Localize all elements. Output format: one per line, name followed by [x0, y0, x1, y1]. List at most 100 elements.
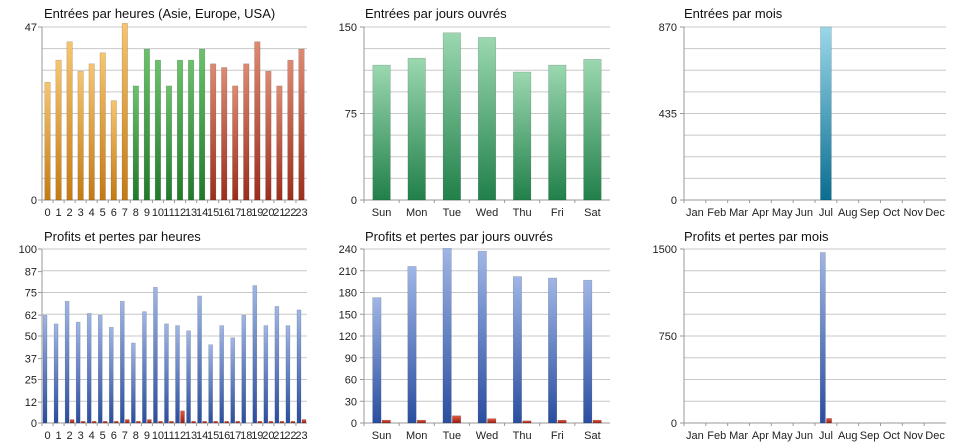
entries-months-x-tick: Jul: [819, 207, 833, 219]
entries-weekdays-x-tick: Wed: [476, 207, 498, 219]
pnl-months-y-tick: 0: [671, 418, 677, 430]
pnl-weekdays-x-tick: Wed: [476, 430, 498, 442]
entries-hours-x-tick: 23: [295, 207, 307, 219]
pnl-months-x-tick: Feb: [707, 430, 726, 442]
entries-hours-x-tick: 20: [262, 207, 274, 219]
entries-months-y-tick: 870: [659, 22, 677, 34]
pnl-weekdays-y-tick: 30: [345, 396, 357, 408]
entries-hours-bar-entrées-14: [199, 48, 206, 201]
pnl-weekdays-bar-profits-Thu: [512, 276, 522, 424]
pnl-hours-bar-profits-4: [86, 313, 92, 424]
pnl-weekdays-bar-pertes-Sat: [592, 419, 602, 424]
pnl-months-y-tick: 1500: [653, 244, 677, 256]
pnl-hours-x-tick: 18: [240, 430, 252, 442]
entries-hours-bar-entrées-21: [276, 85, 283, 201]
pnl-weekdays-x-tick: Sat: [584, 430, 601, 442]
pnl-hours-bar-profits-9: [142, 311, 147, 424]
entries-hours-bar-entrées-22: [287, 59, 294, 201]
entries-hours-bar-entrées-13: [188, 59, 195, 201]
pnl-weekdays-y-tick: 90: [345, 353, 357, 365]
pnl-hours-x-tick: 5: [100, 430, 106, 442]
pnl-hours-y-tick: 87: [25, 267, 37, 279]
entries-hours-x-tick: 21: [273, 207, 285, 219]
entries-hours-bar-entrées-0: [44, 81, 51, 201]
entries-weekdays-title: Entrées par jours ouvrés: [365, 6, 507, 21]
pnl-hours-bar-profits-20: [263, 325, 269, 424]
pnl-weekdays-y-tick: 150: [339, 309, 357, 321]
pnl-hours-bar-pertes-7: [125, 419, 130, 424]
entries-hours-x-tick: 19: [251, 207, 263, 219]
entries-weekdays-x-tick: Thu: [513, 207, 532, 219]
entries-months-x-tick: Apr: [752, 207, 769, 219]
pnl-months-bar-pertes-Jul: [826, 418, 832, 424]
entries-weekdays-bar-entrées-Mon: [407, 57, 426, 201]
entries-months-x-tick: Jun: [795, 207, 813, 219]
entries-hours-x-tick: 11: [163, 207, 174, 219]
pnl-hours-bar-profits-13: [186, 330, 191, 424]
pnl-hours-x-tick: 20: [262, 430, 274, 442]
pnl-hours-bar-profits-21: [274, 306, 280, 424]
entries-months-x-tick: Jan: [686, 207, 704, 219]
pnl-hours-bar-pertes-8: [136, 421, 141, 424]
pnl-weekdays-bar-profits-Mon: [407, 266, 417, 424]
entries-hours-bar-entrées-2: [66, 41, 73, 201]
entries-hours-x-tick: 22: [284, 207, 296, 219]
pnl-hours-y-tick: 37: [25, 354, 37, 366]
entries-weekdays-y-tick: 75: [345, 109, 357, 121]
pnl-hours-bar-pertes-9: [147, 419, 152, 424]
pnl-months-x-tick: Oct: [883, 430, 900, 442]
entries-hours-bar-entrées-8: [132, 85, 139, 201]
entries-hours-bar-entrées-23: [298, 48, 305, 201]
entries-hours-bar-entrées-6: [110, 100, 117, 201]
pnl-hours-bar-pertes-5: [102, 421, 108, 424]
entries-weekdays-x-tick: Tue: [443, 207, 462, 219]
pnl-hours-bar-profits-10: [153, 287, 158, 424]
pnl-hours-bar-pertes-13: [191, 421, 196, 424]
entries-hours-bar-entrées-12: [177, 59, 184, 201]
entries-months-title: Entrées par mois: [684, 6, 783, 21]
entries-hours-x-tick: 2: [67, 207, 73, 219]
pnl-hours-x-tick: 6: [111, 430, 117, 442]
entries-months-y-tick: 435: [659, 109, 677, 121]
pnl-months-x-tick: Apr: [752, 430, 769, 442]
pnl-hours-x-tick: 11: [163, 430, 174, 442]
entries-weekdays-bar-entrées-Wed: [477, 37, 497, 201]
entries-weekdays-y-tick: 0: [351, 195, 357, 207]
entries-months-x-tick: Oct: [883, 207, 900, 219]
entries-hours-bar-entrées-16: [221, 67, 228, 201]
pnl-months-chart: Profits et pertes par mois 0 750 1500 Jan Feb…: [653, 229, 946, 442]
pnl-months-x-tick: May: [772, 430, 793, 442]
pnl-hours-bar-pertes-20: [268, 421, 274, 424]
entries-hours-x-tick: 9: [144, 207, 150, 219]
pnl-hours-x-tick: 2: [67, 430, 73, 442]
entries-hours-bar-entrées-10: [154, 59, 161, 201]
pnl-hours-x-tick: 3: [78, 430, 84, 442]
pnl-hours-x-tick: 12: [174, 430, 186, 442]
entries-hours-x-tick: 3: [78, 207, 84, 219]
entries-hours-x-tick: 6: [111, 207, 117, 219]
entries-hours-bar-entrées-19: [254, 41, 261, 201]
pnl-hours-y-tick: 25: [25, 375, 37, 387]
entries-months-y-tick: 0: [671, 195, 677, 207]
pnl-hours-x-tick: 10: [152, 430, 164, 442]
entries-hours-bar-entrées-17: [232, 85, 239, 201]
entries-hours-x-tick: 14: [196, 207, 208, 219]
pnl-hours-bar-pertes-19: [257, 421, 263, 424]
pnl-hours-bar-profits-12: [175, 325, 180, 424]
pnl-hours-bar-profits-0: [42, 314, 48, 424]
pnl-weekdays-y-tick: 60: [345, 375, 357, 387]
pnl-hours-bar-pertes-15: [213, 421, 218, 424]
pnl-months-x-tick: Aug: [838, 430, 858, 442]
pnl-hours-bar-profits-6: [109, 327, 114, 424]
pnl-weekdays-y-tick: 210: [339, 266, 357, 278]
entries-months-x-tick: Aug: [838, 207, 858, 219]
pnl-weekdays-bar-profits-Sat: [583, 279, 593, 424]
pnl-months-bar-profits-Jul: [819, 252, 826, 424]
pnl-weekdays-bar-pertes-Sun: [381, 419, 391, 424]
pnl-hours-bar-pertes-2: [69, 419, 75, 424]
entries-hours-x-tick: 13: [185, 207, 197, 219]
pnl-weekdays-bar-profits-Fri: [548, 277, 558, 424]
entries-hours-bar-entrées-4: [88, 63, 95, 201]
